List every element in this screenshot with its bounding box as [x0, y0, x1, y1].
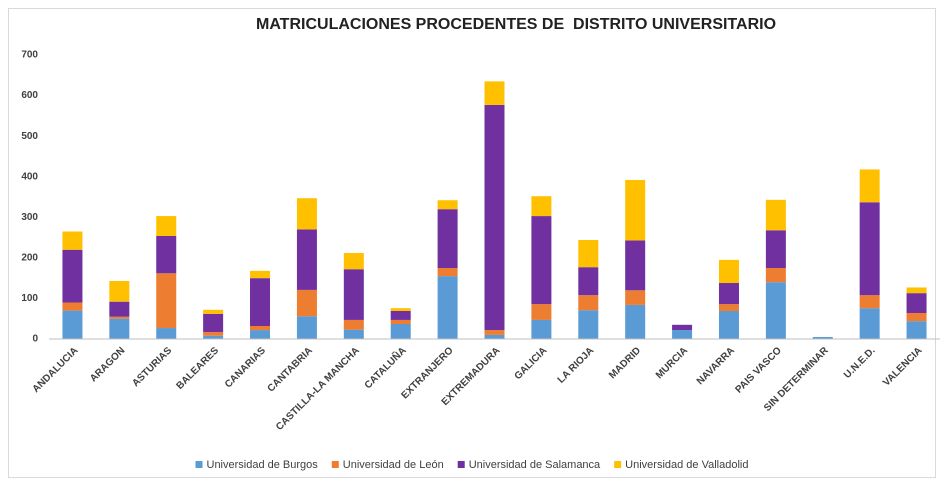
bar-segment — [625, 179, 646, 241]
bar-segment — [343, 319, 364, 330]
bar-segment — [765, 230, 786, 268]
bar-segment — [250, 326, 271, 331]
bar-segment — [672, 330, 693, 339]
bar-segment — [718, 283, 739, 305]
bar-segment — [531, 216, 552, 305]
bar-segment — [578, 240, 599, 268]
legend-label: Universidad de Salamanca — [469, 459, 601, 471]
bar-segment — [672, 324, 693, 331]
bar-segment — [625, 240, 646, 291]
legend-label: Universidad de Valladolid — [625, 459, 748, 471]
bar-segment — [109, 318, 130, 339]
y-tick-label: 0 — [32, 334, 38, 345]
bar-segment — [531, 319, 552, 339]
bar-segment — [906, 321, 927, 339]
bar-segment — [203, 335, 224, 339]
bar-segment — [812, 336, 833, 339]
bar-segment — [906, 287, 927, 294]
chart-border — [8, 8, 936, 478]
bar-segment — [109, 280, 130, 302]
legend-swatch — [614, 461, 622, 468]
bar-segment — [484, 334, 505, 339]
legend-label: Universidad de Burgos — [207, 459, 319, 471]
bar-segment — [578, 310, 599, 339]
bar-segment — [343, 252, 364, 270]
bar-segment — [296, 229, 317, 290]
bar-segment — [62, 249, 83, 303]
bar-segment — [484, 81, 505, 105]
bar-segment — [578, 295, 599, 311]
bar-segment — [62, 231, 83, 250]
bar-segment — [859, 169, 880, 203]
bar-segment — [296, 289, 317, 317]
bar-segment — [437, 276, 458, 339]
bar-segment — [484, 330, 505, 335]
bar-segment — [62, 302, 83, 311]
bar-segment — [156, 216, 177, 236]
bar-segment — [203, 313, 224, 333]
bar-segment — [437, 209, 458, 268]
legend-swatch — [331, 461, 339, 468]
bar-segment — [390, 308, 411, 312]
bar-segment — [62, 310, 83, 339]
y-tick-label: 500 — [21, 131, 38, 142]
legend-label: Universidad de León — [343, 459, 444, 471]
bar-segment — [531, 196, 552, 217]
bar-segment — [343, 329, 364, 339]
bar-segment — [484, 104, 505, 331]
bar-segment — [906, 313, 927, 322]
bar-segment — [203, 309, 224, 314]
y-tick-label: 300 — [21, 212, 38, 223]
bar-segment — [718, 311, 739, 339]
bar-segment — [343, 269, 364, 320]
bar-segment — [250, 270, 271, 279]
bar-segment — [859, 308, 880, 339]
bar-segment — [390, 323, 411, 339]
bar-segment — [859, 202, 880, 296]
y-tick-label: 600 — [21, 90, 38, 101]
bar-segment — [156, 328, 177, 339]
bar-segment — [203, 332, 224, 336]
bar-segment — [109, 301, 130, 317]
bar-segment — [906, 293, 927, 314]
bar-segment — [156, 235, 177, 274]
bar-segment — [625, 304, 646, 339]
y-tick-label: 100 — [21, 293, 38, 304]
bar-segment — [531, 304, 552, 320]
bar-segment — [390, 311, 411, 320]
legend-swatch — [457, 461, 465, 468]
y-tick-label: 700 — [21, 50, 38, 61]
bar-segment — [625, 290, 646, 305]
bar-segment — [109, 316, 130, 319]
chart-title: MATRICULACIONES PROCEDENTES DE DISTRITO … — [256, 16, 776, 33]
legend-swatch — [195, 461, 203, 468]
bar-segment — [718, 259, 739, 284]
y-tick-label: 400 — [21, 171, 38, 182]
bar-segment — [390, 319, 411, 324]
bar-segment — [296, 198, 317, 230]
bar-segment — [765, 268, 786, 283]
bar-segment — [578, 267, 599, 296]
bar-segment — [765, 282, 786, 339]
bar-segment — [718, 304, 739, 312]
bar-segment — [250, 330, 271, 339]
bar-segment — [437, 200, 458, 210]
bar-segment — [156, 273, 177, 329]
bar-segment — [859, 295, 880, 309]
y-tick-label: 200 — [21, 252, 38, 263]
bar-segment — [250, 278, 271, 327]
bar-segment — [437, 268, 458, 277]
bar-segment — [296, 316, 317, 339]
bar-segment — [765, 199, 786, 231]
